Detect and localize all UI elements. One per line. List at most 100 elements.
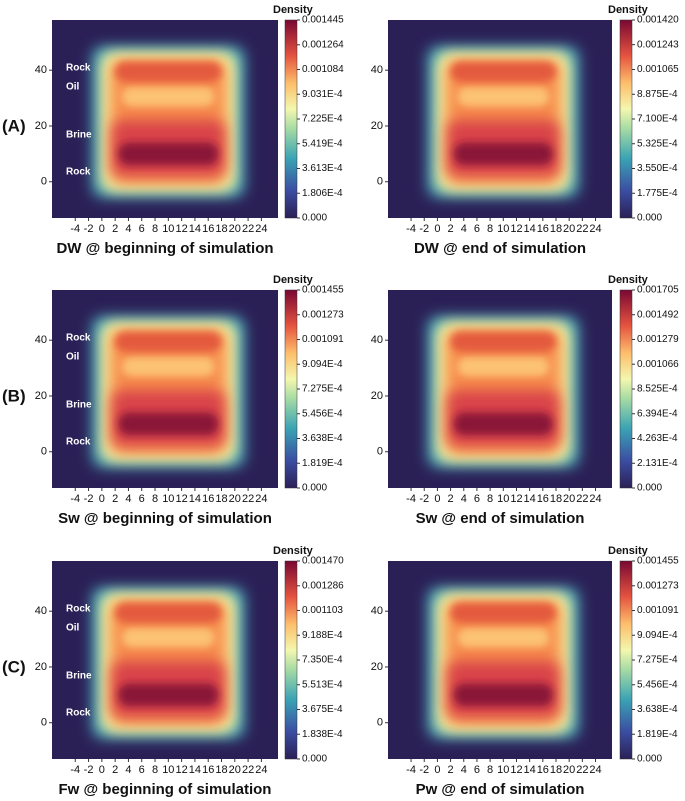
x-tick-label: -2 <box>84 764 94 776</box>
x-tick-label: 12 <box>175 223 187 235</box>
x-tick-label: 10 <box>162 764 174 776</box>
colorbar-tick-label: 0.001273 <box>637 580 679 591</box>
y-tick-label: 40 <box>371 605 383 617</box>
density-layer <box>121 356 215 377</box>
x-tick-label: 22 <box>242 493 254 505</box>
colorbar-tick-label: 3.613E-4 <box>302 163 343 174</box>
y-tick-label: 40 <box>35 605 47 617</box>
colorbar-tick-label: 1.819E-4 <box>302 458 343 469</box>
panel-title: Sw @ beginning of simulation <box>58 510 272 527</box>
x-tick-label: 18 <box>550 493 562 505</box>
x-tick-label: 22 <box>576 493 588 505</box>
density-field <box>52 290 278 488</box>
x-tick-label: 18 <box>215 223 227 235</box>
colorbar-tick-label: 2.131E-4 <box>637 458 678 469</box>
row-label: (C) <box>2 657 26 676</box>
region-label: Brine <box>66 671 92 682</box>
x-tick-label: 6 <box>474 223 480 235</box>
density-layer <box>118 683 219 707</box>
colorbar-tick-label: 7.275E-4 <box>637 655 678 666</box>
colorbar-tick-label: 0.001470 <box>302 556 344 567</box>
colorbar-label: Density <box>608 4 649 16</box>
colorbar-label: Density <box>273 545 314 557</box>
y-tick-label: 20 <box>371 390 383 402</box>
colorbar <box>619 560 633 760</box>
colorbar-tick-label: 0.000 <box>302 754 327 765</box>
x-tick-label: 0 <box>434 223 440 235</box>
density-layer <box>453 683 553 707</box>
row-label: (B) <box>2 386 26 405</box>
density-layer <box>118 412 219 436</box>
x-tick-label: 8 <box>152 493 158 505</box>
x-tick-label: 12 <box>175 764 187 776</box>
density-layer <box>450 602 556 623</box>
x-tick-label: 12 <box>510 764 522 776</box>
colorbar-tick-label: 0.001065 <box>637 64 679 75</box>
x-tick-label: 14 <box>524 223 536 235</box>
y-tick-label: 20 <box>35 661 47 673</box>
x-tick-label: -4 <box>406 493 416 505</box>
y-tick-label: 20 <box>371 120 383 132</box>
x-tick-label: 0 <box>99 493 105 505</box>
colorbar-tick-label: 0.001264 <box>302 39 344 50</box>
colorbar-tick-label: 1.838E-4 <box>302 729 343 740</box>
x-tick-label: 6 <box>139 764 145 776</box>
x-tick-label: 12 <box>175 493 187 505</box>
x-tick-label: 8 <box>487 223 493 235</box>
density-layer <box>121 627 215 648</box>
x-tick-label: 6 <box>474 493 480 505</box>
colorbar-tick-label: 1.806E-4 <box>302 188 343 199</box>
x-tick-label: 16 <box>202 764 214 776</box>
colorbar-tick-label: 5.513E-4 <box>302 679 343 690</box>
colorbar-tick-label: 0.001455 <box>302 285 344 296</box>
x-tick-label: 16 <box>537 493 549 505</box>
region-label: Oil <box>66 82 80 93</box>
y-tick-label: 0 <box>377 717 383 729</box>
colorbar-tick-label: 6.394E-4 <box>637 408 678 419</box>
colorbar-tick-label: 3.550E-4 <box>637 163 678 174</box>
x-tick-label: 4 <box>125 223 131 235</box>
colorbar-tick-label: 0.001445 <box>302 15 344 26</box>
y-tick-label: 20 <box>35 390 47 402</box>
x-tick-label: 2 <box>112 493 118 505</box>
density-field <box>388 561 612 759</box>
panel-title: Pw @ end of simulation <box>416 781 585 798</box>
x-tick-label: -2 <box>419 764 429 776</box>
y-tick-label: 0 <box>377 176 383 188</box>
region-label: Brine <box>66 400 92 411</box>
density-layer <box>450 61 556 82</box>
density-field <box>52 20 278 218</box>
colorbar-tick-label: 7.225E-4 <box>302 114 343 125</box>
x-tick-label: 20 <box>563 764 575 776</box>
colorbar-tick-label: 0.001420 <box>637 15 679 26</box>
x-tick-label: 18 <box>550 223 562 235</box>
region-label: Oil <box>66 623 80 634</box>
x-tick-label: 8 <box>152 223 158 235</box>
density-layer <box>457 86 550 107</box>
colorbar-tick-label: 3.638E-4 <box>302 433 343 444</box>
x-tick-label: 10 <box>497 493 509 505</box>
colorbar-tick-label: 7.275E-4 <box>302 384 343 395</box>
region-label: Rock <box>66 708 91 719</box>
colorbar <box>284 289 298 489</box>
x-tick-label: 2 <box>112 764 118 776</box>
colorbar-tick-label: 1.775E-4 <box>637 188 678 199</box>
x-tick-label: -2 <box>84 223 94 235</box>
x-tick-label: 18 <box>550 764 562 776</box>
colorbar-tick-label: 9.031E-4 <box>302 89 343 100</box>
x-tick-label: 4 <box>461 223 467 235</box>
colorbar-tick-label: 0.000 <box>637 754 662 765</box>
x-tick-label: 0 <box>99 223 105 235</box>
colorbar-tick-label: 0.001066 <box>637 359 679 370</box>
colorbar-tick-label: 0.001455 <box>637 556 679 567</box>
y-tick-label: 40 <box>371 334 383 346</box>
colorbar-tick-label: 9.188E-4 <box>302 630 343 641</box>
density-layer <box>453 142 553 166</box>
x-tick-label: 2 <box>448 764 454 776</box>
x-tick-label: 16 <box>202 493 214 505</box>
density-layer <box>457 627 550 648</box>
colorbar-tick-label: 5.325E-4 <box>637 138 678 149</box>
